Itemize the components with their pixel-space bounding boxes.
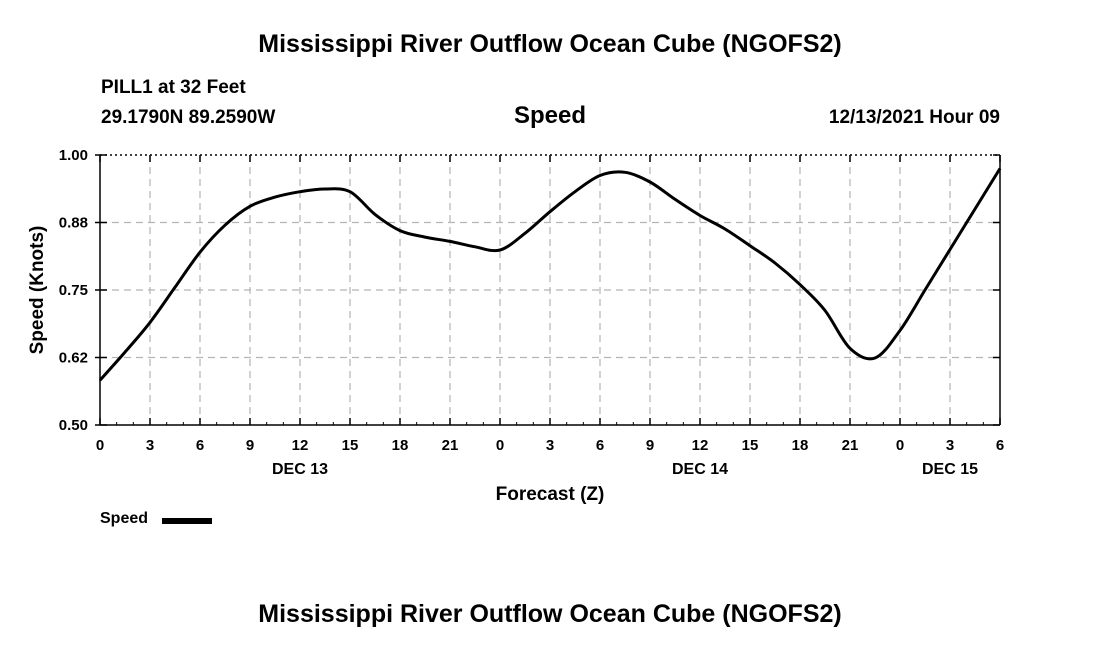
x-axis-tick-labels: 0 3 6 9 12 15 18 21 0 3 6 9 12 15 18 21 0 3 6 — [96, 437, 1004, 454]
speed-data-point — [974, 208, 976, 210]
y-tick-label: 0.75 — [59, 282, 88, 299]
speed-data-point — [724, 228, 726, 230]
speed-data-point — [399, 230, 401, 232]
speed-data-point — [474, 246, 476, 248]
speed-data-point — [524, 232, 526, 234]
y-tick-label: 0.88 — [59, 215, 88, 232]
speed-data-point — [199, 251, 201, 253]
speed-data-point — [224, 224, 226, 226]
x-tick-label: 21 — [442, 437, 459, 454]
speed-data-point — [249, 205, 251, 207]
speed-data-point — [324, 188, 326, 190]
x-tick-label: 6 — [596, 437, 604, 454]
speed-data-point — [299, 191, 301, 193]
speed-data-point — [499, 249, 501, 251]
y-tick-label: 1.00 — [59, 147, 88, 164]
y-axis-title: Speed (Knots) — [27, 226, 48, 355]
date-label: DEC 14 — [672, 461, 728, 478]
date-labels: DEC 13 DEC 14 DEC 15 — [272, 461, 978, 478]
speed-data-point — [699, 214, 701, 217]
chart-title-bottom: Mississippi River Outflow Ocean Cube (NG… — [258, 600, 842, 628]
speed-data-point — [424, 236, 426, 238]
x-tick-label: 9 — [246, 437, 254, 454]
speed-data-point — [849, 347, 851, 349]
x-axis-title: Forecast (Z) — [496, 484, 605, 505]
x-tick-label: 0 — [496, 437, 504, 454]
x-tick-label: 15 — [742, 437, 759, 454]
speed-data-point — [899, 329, 901, 332]
x-tick-label: 0 — [896, 437, 904, 454]
x-tick-label: 3 — [146, 437, 154, 454]
x-tick-label: 12 — [692, 437, 709, 454]
speed-data-point — [449, 240, 451, 242]
axis-ticks — [95, 154, 1001, 426]
y-tick-label: 0.50 — [59, 417, 88, 434]
speed-data-point — [674, 198, 676, 200]
x-tick-label: 3 — [946, 437, 954, 454]
x-tick-label: 12 — [292, 437, 309, 454]
chart-subtitle: Speed — [513, 102, 587, 129]
speed-data-point — [149, 321, 151, 323]
speed-data-point — [749, 245, 751, 247]
y-axis-tick-labels: 0.50 0.62 0.75 0.88 1.00 — [59, 147, 88, 434]
speed-data-point — [99, 379, 101, 381]
grid-lines — [100, 155, 1000, 425]
station-label: PILL1 at 32 Feet — [101, 77, 246, 98]
x-tick-label: 18 — [792, 437, 809, 454]
date-label: DEC 15 — [922, 461, 978, 478]
speed-data-point — [274, 196, 276, 198]
speed-data-point — [549, 211, 551, 213]
x-tick-label: 3 — [546, 437, 554, 454]
date-label: DEC 13 — [272, 461, 328, 478]
speed-data-point — [774, 262, 776, 264]
speed-data-point — [949, 248, 951, 251]
speed-data-point — [124, 351, 126, 353]
speed-data-point — [799, 284, 801, 286]
station-coordinates: 29.1790N 89.2590W — [101, 107, 276, 128]
speed-data-point — [649, 181, 651, 183]
speed-data-point — [924, 289, 926, 291]
speed-data-point — [174, 286, 176, 288]
legend-line-swatch — [162, 518, 212, 524]
speed-data-point — [374, 213, 376, 215]
forecast-datetime: 12/13/2021 Hour 09 — [828, 107, 1000, 128]
x-tick-label: 18 — [392, 437, 409, 454]
chart-title: Mississippi River Outflow Ocean Cube (NG… — [258, 30, 842, 58]
speed-data-point — [874, 357, 876, 359]
speed-data-point — [349, 191, 351, 193]
y-tick-label: 0.62 — [59, 350, 88, 367]
speed-data-point — [999, 167, 1001, 170]
speed-data-point — [574, 191, 576, 193]
x-tick-label: 21 — [842, 437, 859, 454]
x-tick-label: 0 — [96, 437, 104, 454]
series-layer — [98, 167, 1002, 382]
speed-data-point — [624, 171, 626, 173]
x-tick-label: 15 — [342, 437, 359, 454]
speed-data-point — [824, 309, 826, 312]
x-tick-label: 9 — [646, 437, 654, 454]
x-tick-label: 6 — [196, 437, 204, 454]
speed-data-point — [599, 174, 601, 177]
x-tick-label: 6 — [996, 437, 1004, 454]
legend-label: Speed — [100, 510, 149, 527]
